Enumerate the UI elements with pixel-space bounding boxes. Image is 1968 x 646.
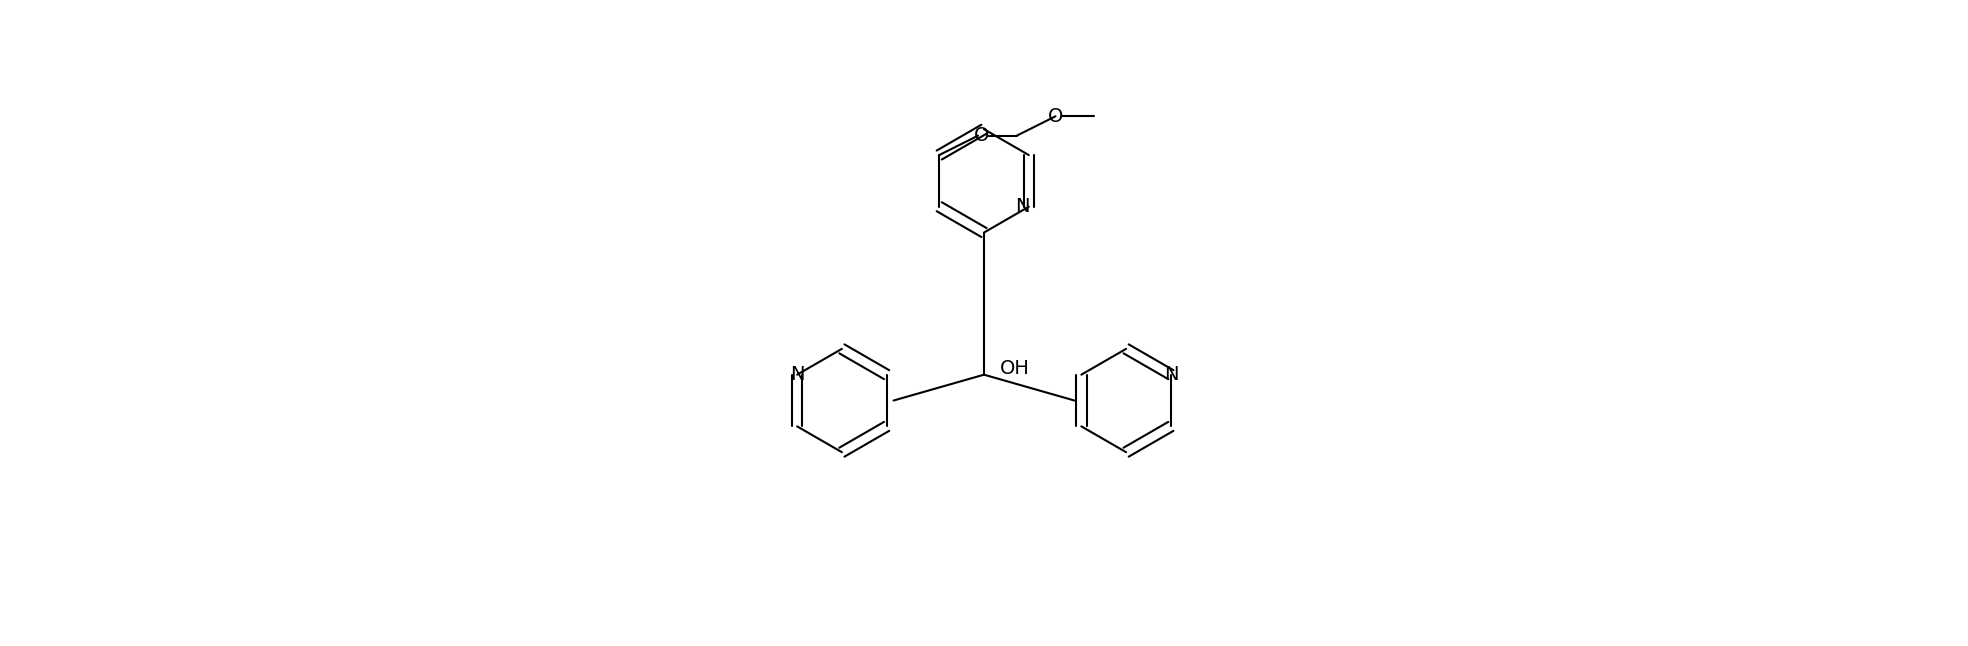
Text: N: N [1163, 365, 1179, 384]
Text: OH: OH [1000, 359, 1029, 378]
Text: N: N [1015, 197, 1029, 216]
Text: O: O [1047, 107, 1063, 126]
Text: N: N [789, 365, 805, 384]
Text: O: O [974, 126, 990, 145]
